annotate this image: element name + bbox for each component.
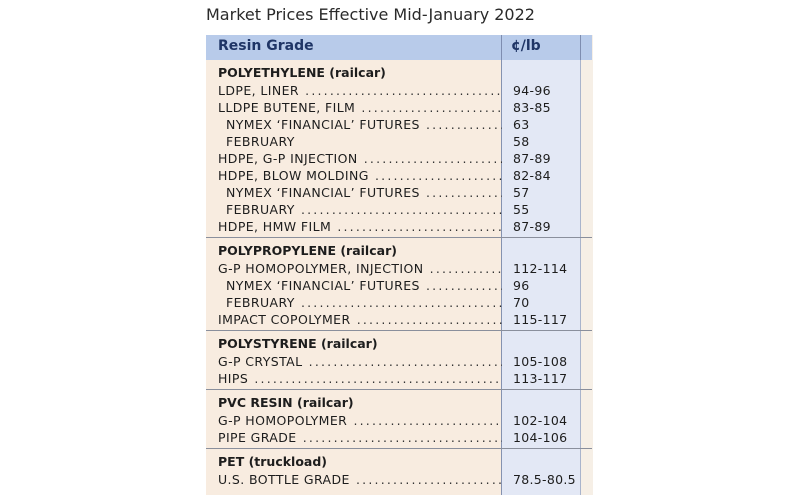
price-value: 70	[513, 295, 530, 310]
header-divider	[501, 35, 502, 60]
resin-grade-label: FEBRUARY ...............................…	[226, 294, 502, 311]
resin-grade-label: LDPE, LINER ............................…	[218, 82, 502, 99]
header-divider-right	[580, 35, 581, 60]
table-row: NYMEX ‘FINANCIAL’ FUTURES ..............…	[206, 184, 592, 201]
table-row: FEBRUARY ...............................…	[206, 201, 592, 218]
page-title: Market Prices Effective Mid-January 2022	[206, 5, 535, 24]
table-row: PIPE GRADE .............................…	[206, 429, 592, 446]
resin-grade-label: U.S. BOTTLE GRADE ......................…	[218, 471, 502, 488]
section-title: PVC RESIN (railcar)	[218, 395, 354, 410]
price-value: 102-104	[513, 413, 568, 428]
resin-grade-label: IMPACT COPOLYMER .......................…	[218, 311, 502, 328]
price-value: 112-114	[513, 261, 568, 276]
table-row: U.S. BOTTLE GRADE ......................…	[206, 471, 592, 488]
dot-leader: ........................................…	[426, 278, 502, 293]
price-value: 83-85	[513, 100, 551, 115]
price-table: Resin Grade ¢/lb POLYETHYLENE (railcar) L…	[206, 35, 593, 495]
price-value: 87-89	[513, 219, 551, 234]
price-value: 58	[513, 134, 530, 149]
section-title: POLYPROPYLENE (railcar)	[218, 243, 397, 258]
section-title: PET (truckload)	[218, 454, 328, 469]
resin-section: POLYPROPYLENE (railcar) G-P HOMOPOLYMER, …	[206, 238, 592, 331]
dot-leader: ........................................…	[254, 371, 502, 386]
price-value: 115-117	[513, 312, 568, 327]
price-value: 63	[513, 117, 530, 132]
table-row: NYMEX ‘FINANCIAL’ FUTURES ..............…	[206, 116, 592, 133]
resin-grade-label: FEBRUARY	[226, 134, 295, 149]
table-right-edge	[580, 35, 593, 495]
resin-grade-label: NYMEX ‘FINANCIAL’ FUTURES ..............…	[226, 116, 502, 133]
section-title: POLYSTYRENE (railcar)	[218, 336, 378, 351]
price-value: 55	[513, 202, 530, 217]
price-value: 105-108	[513, 354, 568, 369]
dot-leader: ........................................…	[305, 83, 502, 98]
dot-leader: ........................................…	[356, 312, 502, 327]
price-value: 57	[513, 185, 530, 200]
resin-grade-label: FEBRUARY ...............................…	[226, 201, 502, 218]
section-title: POLYETHYLENE (railcar)	[218, 65, 386, 80]
resin-grade-label: G-P HOMOPOLYMER ........................…	[218, 412, 502, 429]
dot-leader: ........................................…	[361, 100, 502, 115]
dot-leader: ........................................…	[426, 185, 502, 200]
resin-grade-label: PIPE GRADE .............................…	[218, 429, 502, 446]
price-value: 82-84	[513, 168, 551, 183]
header-price-unit: ¢/lb	[511, 38, 541, 54]
resin-grade-label: NYMEX ‘FINANCIAL’ FUTURES ..............…	[226, 277, 502, 294]
table-row: NYMEX ‘FINANCIAL’ FUTURES ..............…	[206, 277, 592, 294]
dot-leader: ........................................…	[353, 413, 502, 428]
table-header: Resin Grade ¢/lb	[206, 35, 592, 60]
dot-leader: ........................................…	[363, 151, 502, 166]
price-column-background	[501, 35, 581, 495]
table-row: LDPE, LINER ............................…	[206, 82, 592, 99]
table-row: HDPE, G-P INJECTION ....................…	[206, 150, 592, 167]
table-row: FEBRUARY 58	[206, 133, 592, 150]
resin-grade-label: LLDPE BUTENE, FILM .....................…	[218, 99, 502, 116]
table-body: POLYETHYLENE (railcar) LDPE, LINER ......…	[206, 60, 592, 490]
table-row: G-P CRYSTAL ............................…	[206, 353, 592, 370]
table-row: FEBRUARY ...............................…	[206, 294, 592, 311]
resin-grade-label: HIPS ...................................…	[218, 370, 502, 387]
resin-grade-label: HDPE, G-P INJECTION ....................…	[218, 150, 502, 167]
dot-leader: ........................................…	[300, 295, 502, 310]
table-row: G-P HOMOPOLYMER ........................…	[206, 412, 592, 429]
table-row: HIPS ...................................…	[206, 370, 592, 387]
resin-grade-label: G-P HOMOPOLYMER, INJECTION .............…	[218, 260, 502, 277]
table-row: G-P HOMOPOLYMER, INJECTION .............…	[206, 260, 592, 277]
price-value: 94-96	[513, 83, 551, 98]
price-value: 113-117	[513, 371, 568, 386]
dot-leader: ........................................…	[302, 430, 502, 445]
table-row: LLDPE BUTENE, FILM .....................…	[206, 99, 592, 116]
resin-section: POLYSTYRENE (railcar) G-P CRYSTAL .......…	[206, 331, 592, 390]
resin-grade-label: NYMEX ‘FINANCIAL’ FUTURES ..............…	[226, 184, 502, 201]
table-row: HDPE, HMW FILM .........................…	[206, 218, 592, 235]
dot-leader: ........................................…	[374, 168, 502, 183]
price-value: 96	[513, 278, 530, 293]
resin-section: POLYETHYLENE (railcar) LDPE, LINER ......…	[206, 60, 592, 238]
table-row: IMPACT COPOLYMER .......................…	[206, 311, 592, 328]
dot-leader: ........................................…	[308, 354, 502, 369]
resin-grade-label: G-P CRYSTAL ............................…	[218, 353, 502, 370]
dot-leader: ........................................…	[356, 472, 502, 487]
price-value: 87-89	[513, 151, 551, 166]
dot-leader: ........................................…	[300, 202, 502, 217]
dot-leader: ........................................…	[426, 117, 502, 132]
resin-section: PVC RESIN (railcar) G-P HOMOPOLYMER .....…	[206, 390, 592, 449]
dot-leader: ........................................…	[337, 219, 502, 234]
table-row: HDPE, BLOW MOLDING .....................…	[206, 167, 592, 184]
dot-leader: ........................................…	[429, 261, 502, 276]
price-value: 104-106	[513, 430, 568, 445]
header-resin-grade: Resin Grade	[218, 38, 314, 54]
price-value: 78.5-80.5	[513, 472, 576, 487]
resin-grade-label: HDPE, HMW FILM .........................…	[218, 218, 502, 235]
resin-grade-label: HDPE, BLOW MOLDING .....................…	[218, 167, 502, 184]
resin-section: PET (truckload) U.S. BOTTLE GRADE .......…	[206, 449, 592, 490]
